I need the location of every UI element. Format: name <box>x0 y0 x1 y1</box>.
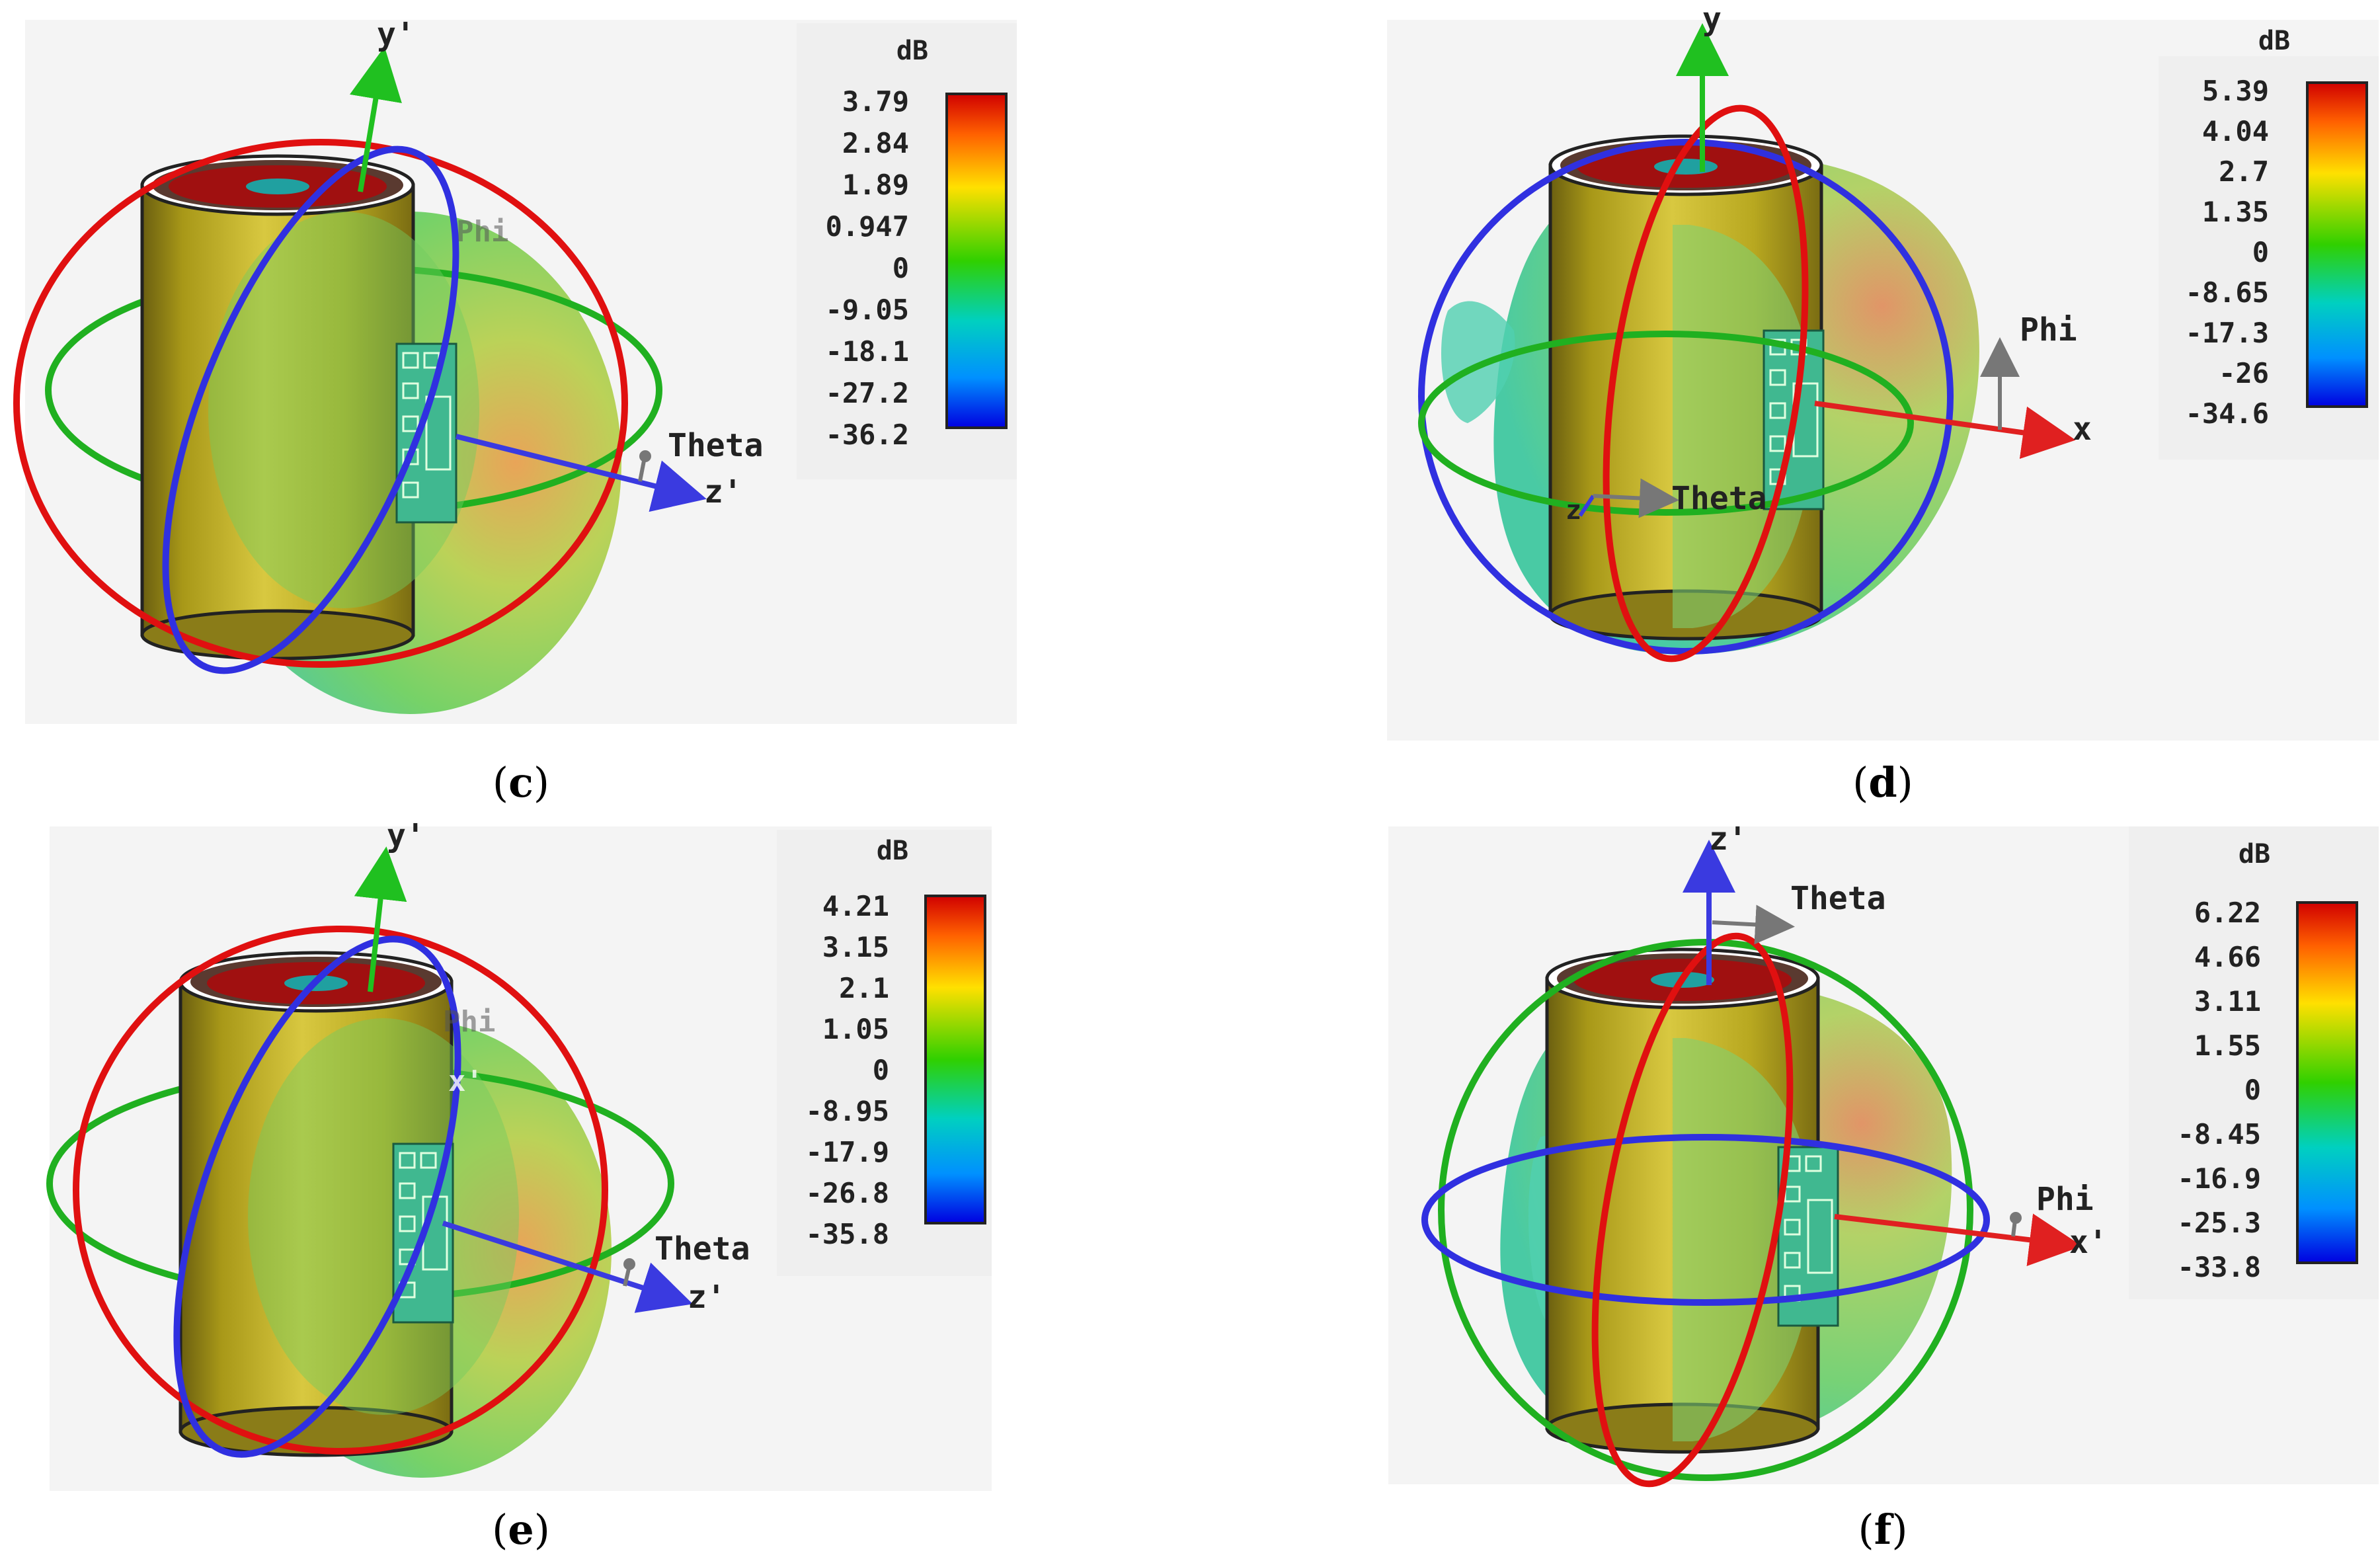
panel-e-colorbar-tick-1: 3.15 <box>822 931 889 963</box>
panel-d-colorbar-tick-2: 2.7 <box>2219 155 2269 188</box>
panel-d-colorbar: dB 5.39 4.04 2.7 1.35 0 -8.65 -17.3 -26 -34.6 <box>2159 26 2379 460</box>
panel-c-caption: (c) <box>493 758 549 807</box>
panel-f: z' Theta Phi x' dB 6.22 4.66 3.11 1.55 0 -8.4… <box>1388 821 2379 1554</box>
panel-f-blue-ring <box>1421 1134 1990 1306</box>
panel-d-colorbar-tick-4: 0 <box>2252 236 2269 268</box>
panel-e-side-axis-arrow <box>442 1221 694 1313</box>
panel-d-colorbar-tick-8: -34.6 <box>2186 397 2269 430</box>
panel-c-colorbar-tick-2: 1.89 <box>842 169 909 201</box>
panel-e-colorbar-tick-2: 2.1 <box>839 972 889 1004</box>
panel-d-colorbar-tick-0: 5.39 <box>2202 75 2269 107</box>
panel-e-colorbar-unit: dB <box>877 836 908 866</box>
panel-c-red-ring <box>13 139 628 668</box>
panel-c-colorbar-tick-5: -9.05 <box>826 294 909 326</box>
panel-f-colorbar-tick-2: 3.11 <box>2194 985 2261 1018</box>
panel-e-red-ring <box>73 926 608 1455</box>
panel-d-colorbar-tick-7: -26 <box>2219 357 2269 389</box>
panel-e-theta-pin-icon <box>623 1258 635 1270</box>
panel-d: y x Phi Theta z dB 5.39 4.04 2.7 1.35 0 -8.65… <box>1387 1 2379 807</box>
panel-f-colorbar-gradient <box>2296 901 2358 1264</box>
panel-e-colorbar: dB 4.21 3.15 2.1 1.05 0 -8.95 -17.9 -26.8 -35.8 <box>777 830 992 1276</box>
panel-f-side-axis-label: x' <box>2069 1224 2108 1261</box>
panel-f-colorbar-tick-8: -33.8 <box>2178 1251 2261 1283</box>
panel-f-theta-arrow <box>1712 904 1795 945</box>
panel-c: y' z' Theta Phi dB 3.79 2.84 1.89 0.947 0 -9.… <box>13 16 1017 807</box>
panel-d-colorbar-tick-1: 4.04 <box>2202 115 2269 147</box>
panel-d-blue-ring <box>1418 139 1954 655</box>
panel-d-theta-label: Theta <box>1671 480 1767 517</box>
panel-c-colorbar-unit: dB <box>896 36 928 66</box>
panel-d-colorbar-tick-6: -17.3 <box>2186 317 2269 349</box>
panel-d-up-axis-label: y <box>1702 1 1722 38</box>
panel-c-phi-label: Phi <box>456 215 508 249</box>
panel-f-colorbar-tick-5: -8.45 <box>2178 1118 2261 1150</box>
panel-c-colorbar-tick-4: 0 <box>892 252 909 284</box>
panel-c-theta-pin-icon <box>639 450 651 462</box>
panel-f-colorbar-tick-6: -16.9 <box>2178 1162 2261 1195</box>
panel-e-colorbar-tick-3: 1.05 <box>822 1013 889 1045</box>
panel-e-up-axis-label: y' <box>387 817 425 854</box>
panel-c-theta-label: Theta <box>668 427 764 464</box>
panel-e-side-axis-label: z' <box>688 1279 726 1316</box>
panel-c-side-axis-label: z' <box>704 473 742 510</box>
panel-c-pcb-patch <box>395 342 457 524</box>
panel-c-colorbar-tick-8: -36.2 <box>826 419 909 451</box>
panel-e-colorbar-tick-8: -35.8 <box>806 1218 889 1250</box>
panel-e-colorbar-gradient <box>924 895 986 1224</box>
panel-f-up-axis-label: z' <box>1709 821 1747 858</box>
panel-e-colorbar-tick-0: 4.21 <box>822 890 889 922</box>
panel-f-colorbar: dB 6.22 4.66 3.11 1.55 0 -8.45 -16.9 -25.3 -33.8 <box>2129 826 2379 1299</box>
panel-f-colorbar-tick-4: 0 <box>2244 1074 2261 1106</box>
panel-f-colorbar-tick-7: -25.3 <box>2178 1207 2261 1239</box>
panel-d-colorbar-unit: dB <box>2258 26 2290 56</box>
panel-c-colorbar-tick-6: -18.1 <box>826 335 909 368</box>
panel-e: y' z' Theta Phi x' dB 4.21 3.15 2.1 1.05 0 -8… <box>46 817 992 1554</box>
panel-f-phi-label: Phi <box>2036 1181 2094 1218</box>
panel-d-side-axis-label: x <box>2073 411 2092 448</box>
panel-c-colorbar: dB 3.79 2.84 1.89 0.947 0 -9.05 -18.1 -27.2 -36.… <box>797 23 1017 479</box>
panel-d-red-ring <box>1603 104 1809 662</box>
panel-e-phi-label: Phi <box>443 1005 495 1039</box>
panel-f-red-ring <box>1591 932 1794 1488</box>
panel-c-colorbar-tick-1: 2.84 <box>842 127 909 159</box>
panel-e-colorbar-tick-4: 0 <box>873 1054 889 1086</box>
panel-f-colorbar-tick-1: 4.66 <box>2194 941 2261 973</box>
panel-e-up-axis-arrow <box>354 846 407 992</box>
panel-c-up-axis-arrow <box>349 46 402 192</box>
panel-e-colorbar-tick-6: -17.9 <box>806 1136 889 1168</box>
panel-c-colorbar-tick-0: 3.79 <box>842 85 909 118</box>
panel-e-theta-label: Theta <box>654 1230 750 1267</box>
panel-f-phi-pin-icon <box>2010 1212 2022 1224</box>
panel-c-colorbar-tick-3: 0.947 <box>826 210 909 243</box>
panel-e-blue-ring <box>173 936 461 1458</box>
panel-d-colorbar-tick-3: 1.35 <box>2202 196 2269 228</box>
panel-f-colorbar-unit: dB <box>2239 839 2270 869</box>
panel-f-side-axis-arrow <box>1834 1213 2082 1266</box>
panel-e-caption: (e) <box>492 1505 550 1554</box>
panel-c-up-axis-label: y' <box>377 16 415 53</box>
panel-e-back-axis-label: x' <box>448 1064 483 1098</box>
panel-d-caption: (d) <box>1852 758 1913 807</box>
panel-f-caption: (f) <box>1858 1505 1907 1554</box>
panel-c-side-axis-arrow <box>456 434 707 512</box>
panel-d-side-axis-arrow <box>1814 401 2076 460</box>
panel-d-phi-label: Phi <box>2020 311 2077 348</box>
panel-d-out-axis-label: z <box>1566 495 1581 526</box>
panel-f-colorbar-tick-3: 1.55 <box>2194 1029 2261 1062</box>
panel-d-colorbar-gradient <box>2306 81 2368 408</box>
panel-c-blue-ring <box>162 145 459 674</box>
panel-f-colorbar-tick-0: 6.22 <box>2194 897 2261 929</box>
panel-f-green-ring <box>1438 939 1973 1481</box>
panel-c-colorbar-tick-7: -27.2 <box>826 377 909 409</box>
panel-d-colorbar-tick-5: -8.65 <box>2186 276 2269 309</box>
panel-c-colorbar-gradient <box>945 93 1008 429</box>
panel-e-colorbar-tick-5: -8.95 <box>806 1095 889 1127</box>
panel-f-theta-label: Theta <box>1790 880 1886 917</box>
panel-d-theta-arrow <box>1593 478 1679 518</box>
panel-e-colorbar-tick-7: -26.8 <box>806 1177 889 1209</box>
